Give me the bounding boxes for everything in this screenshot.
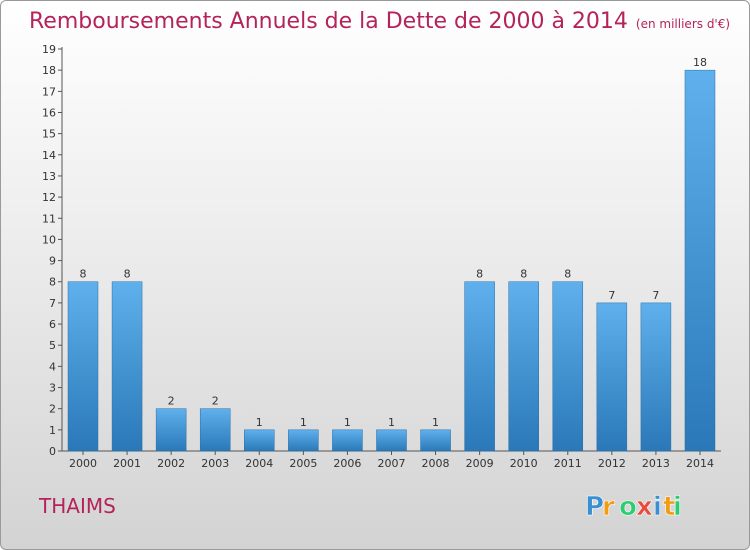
y-tick-label: 14 [42, 149, 56, 162]
value-label: 2 [212, 395, 219, 408]
x-tick-label: 2011 [554, 457, 582, 470]
logo-letter: r [602, 492, 615, 522]
y-tick-label: 6 [49, 318, 56, 331]
value-label: 8 [80, 268, 87, 281]
chart-subtitle: (en milliers d'€) [635, 17, 731, 31]
y-tick-label: 8 [49, 276, 56, 289]
y-tick-label: 1 [49, 424, 56, 437]
y-tick-label: 9 [49, 255, 56, 268]
y-tick-label: 2 [49, 403, 56, 416]
bar-2002 [155, 408, 187, 452]
logo-letter: o [619, 492, 637, 522]
value-label: 1 [432, 416, 439, 429]
value-label: 8 [520, 268, 527, 281]
x-tick-label: 2010 [510, 457, 538, 470]
chart-title-text: Remboursements Annuels de la Dette de 20… [29, 9, 628, 34]
value-label: 7 [608, 289, 615, 302]
logo-letter: i [653, 492, 662, 522]
x-tick-label: 2000 [69, 457, 97, 470]
logo-letter: P [585, 492, 604, 522]
proxiti-logo: Pr o x i ti [585, 492, 683, 523]
logo-letter: t [663, 492, 675, 522]
logo-letter: i [673, 492, 682, 522]
y-tick-label: 15 [42, 128, 56, 141]
y-tick-label: 7 [49, 297, 56, 310]
x-tick-label: 2007 [377, 457, 405, 470]
y-tick-label: 11 [42, 212, 56, 225]
bar-2008 [420, 429, 451, 452]
y-tick-label: 5 [49, 339, 56, 352]
y-tick-label: 10 [42, 233, 56, 246]
y-tick-label: 3 [49, 382, 56, 395]
y-tick-label: 18 [42, 64, 56, 77]
value-label: 18 [693, 56, 707, 69]
x-tick-label: 2009 [466, 457, 494, 470]
commune-name: THAIMS [39, 494, 116, 518]
value-label: 8 [564, 268, 571, 281]
bar-2003 [199, 408, 231, 452]
x-tick-label: 2004 [245, 457, 273, 470]
value-label: 8 [124, 268, 131, 281]
x-tick-label: 2008 [422, 457, 450, 470]
x-tick-label: 2002 [157, 457, 185, 470]
x-tick-label: 2012 [598, 457, 626, 470]
value-label: 1 [388, 416, 395, 429]
bar-2013 [640, 302, 672, 452]
bar-2005 [288, 429, 319, 452]
bar-2000 [67, 281, 99, 452]
y-tick-label: 0 [49, 445, 56, 458]
value-label: 2 [168, 395, 175, 408]
bar-2012 [596, 302, 628, 452]
y-tick-label: 17 [42, 85, 56, 98]
bar-2014 [684, 69, 716, 452]
bars: 8 82 21 1 1 1 18 8 87 718 [67, 56, 716, 452]
x-tick-label: 2003 [201, 457, 229, 470]
value-label: 1 [300, 416, 307, 429]
bar-2010 [508, 281, 539, 452]
chart-title: Remboursements Annuels de la Dette de 20… [29, 9, 730, 34]
x-axis: 2000 2001 2002 2003 2004 2005 2006 2007 2008 2009… [62, 450, 721, 470]
y-tick-label: 12 [42, 191, 56, 204]
value-label: 8 [476, 268, 483, 281]
y-tick-label: 19 [42, 43, 56, 56]
bar-2009 [464, 281, 495, 452]
y-tick-label: 13 [42, 170, 56, 183]
x-tick-label: 2006 [333, 457, 361, 470]
bar-2006 [332, 429, 363, 452]
x-tick-label: 2014 [686, 457, 714, 470]
x-tick-label: 2005 [289, 457, 317, 470]
logo-letter: x [636, 492, 653, 522]
value-label: 1 [256, 416, 263, 429]
value-label: 7 [652, 289, 659, 302]
x-tick-label: 2013 [642, 457, 670, 470]
bar-2001 [111, 281, 143, 452]
y-tick-label: 16 [42, 106, 56, 119]
bar-2011 [552, 281, 584, 452]
x-tick-label: 2001 [113, 457, 141, 470]
value-label: 1 [344, 416, 351, 429]
bar-2004 [244, 429, 275, 452]
y-tick-label: 4 [49, 360, 56, 373]
bar-2007 [376, 429, 407, 452]
